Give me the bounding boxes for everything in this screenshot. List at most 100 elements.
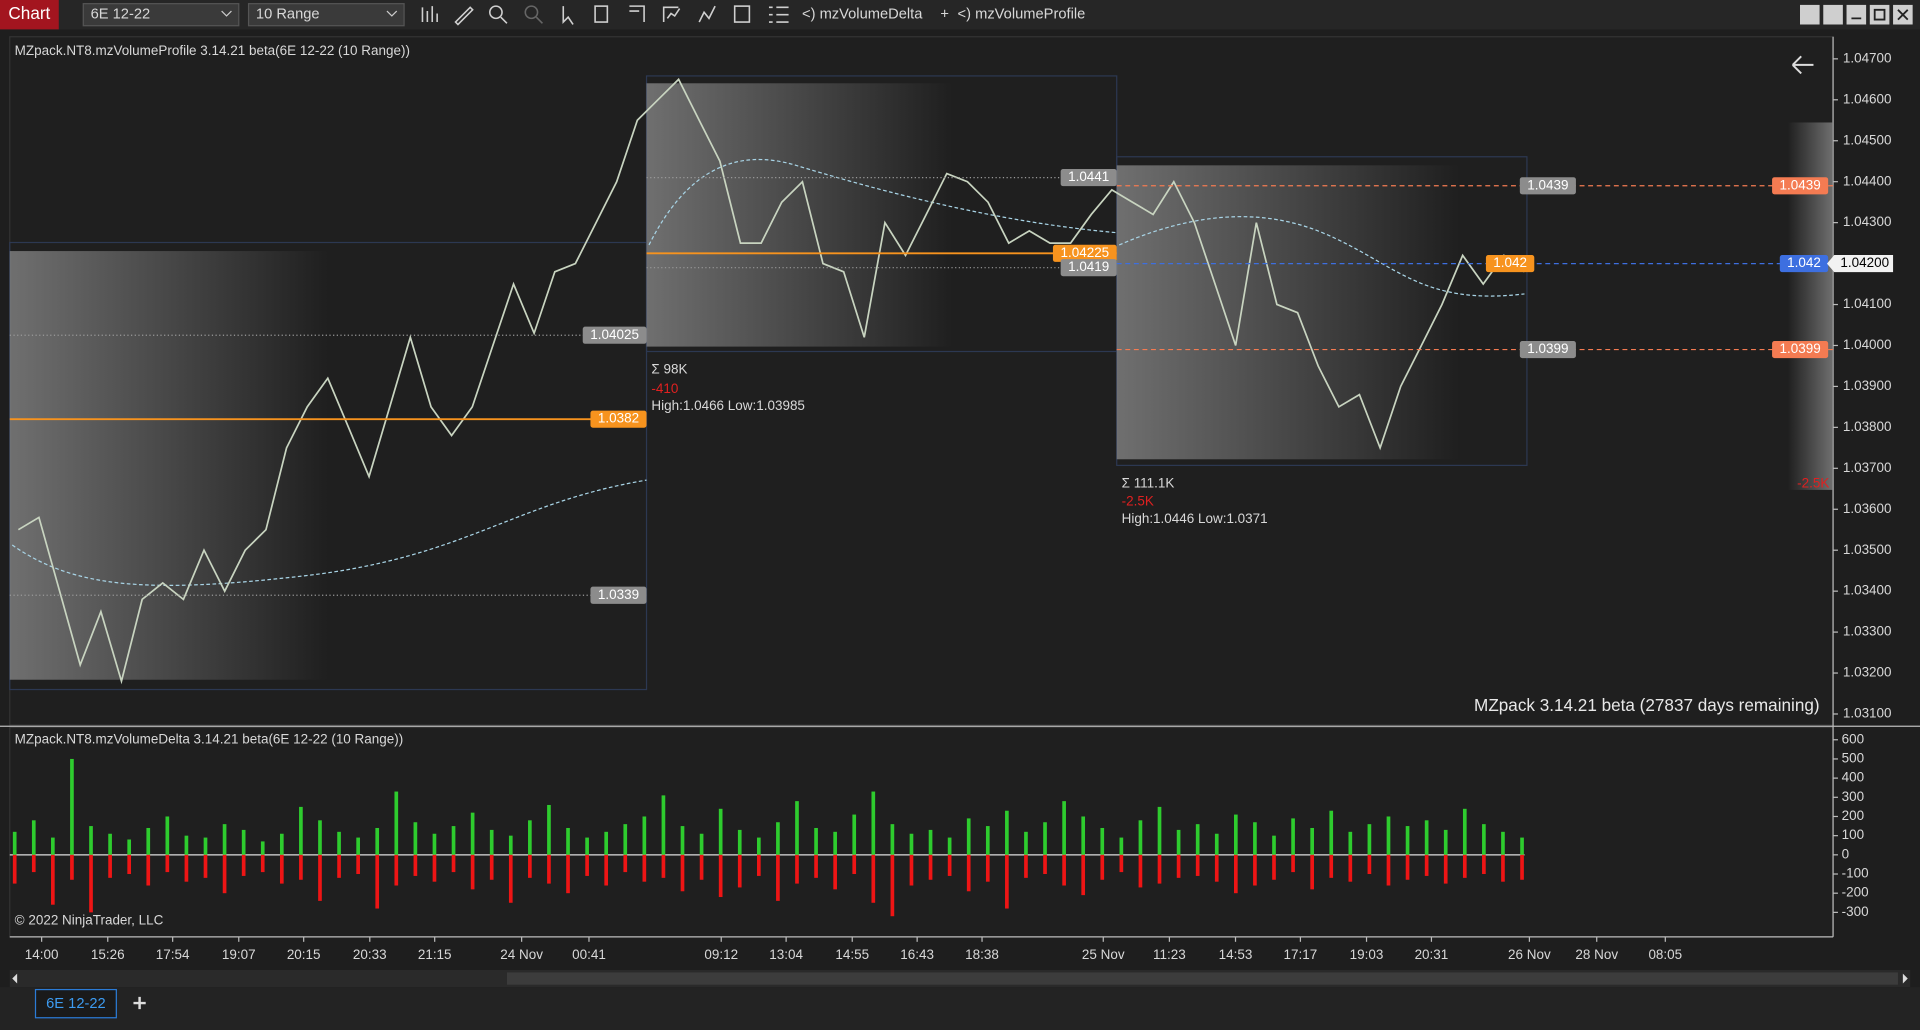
window-button[interactable]	[1823, 4, 1843, 25]
level-label-bg	[1060, 259, 1117, 277]
delta-bar	[1157, 806, 1162, 855]
y-tick-label: 300	[1842, 789, 1864, 804]
y-tick-label: 1.03200	[1843, 665, 1892, 680]
delta-bar	[184, 835, 189, 855]
bartype-select[interactable]	[247, 3, 405, 27]
delta-bar	[661, 795, 666, 855]
indicator-tab[interactable]: <) mzVolumeProfile	[958, 7, 1086, 23]
x-tick-label: 21:15	[418, 947, 452, 962]
delta-bar	[928, 854, 933, 880]
y-tick-label: 1.04000	[1843, 337, 1892, 352]
level-label: 1.0439	[1780, 177, 1821, 192]
right-delta: -2.5K	[1797, 475, 1829, 490]
delta-bar	[432, 833, 437, 855]
button-glyphs	[1851, 8, 1909, 21]
delta-bar	[203, 837, 208, 855]
delta-bar	[1176, 829, 1181, 855]
delta-bar	[1310, 854, 1314, 890]
x-tick-label: 08:05	[1648, 947, 1682, 962]
indicator-add[interactable]: +	[940, 7, 949, 23]
delta-bar	[1100, 827, 1105, 855]
delta-bar	[165, 816, 170, 855]
instrument[interactable]: 6E 12-22	[91, 7, 151, 23]
tab-bar	[0, 987, 1920, 1030]
delta-bar	[1119, 837, 1124, 855]
x-tick-label: 28 Nov	[1575, 947, 1618, 962]
delta-bar	[1462, 808, 1467, 855]
y-tick-label: 1.03100	[1843, 706, 1892, 721]
tab-label[interactable]: 6E 12-22	[46, 996, 106, 1012]
delta-bar	[1233, 814, 1238, 855]
delta-bar	[795, 854, 799, 884]
delta-bar	[241, 829, 246, 855]
minimize-button[interactable]	[1846, 4, 1867, 25]
profile-shade	[646, 83, 953, 347]
level-label: 1.0382	[598, 411, 639, 426]
level-label-bg	[1772, 340, 1829, 359]
delta-bar	[756, 837, 761, 855]
delta-bar	[585, 837, 589, 855]
profile-delta: -410	[651, 381, 678, 396]
delta-bar	[1138, 854, 1143, 888]
add-tab[interactable]	[133, 996, 146, 1010]
delta-bar	[1405, 854, 1410, 880]
y-tick-label: 1.04300	[1843, 214, 1892, 229]
delta-bar	[451, 854, 456, 873]
delta-bar	[871, 854, 876, 903]
delta-bar	[1100, 854, 1105, 880]
delta-bar	[337, 854, 341, 878]
level-label: 1.042	[1787, 255, 1821, 270]
delta-bar	[890, 854, 895, 917]
delta-bar	[852, 814, 857, 855]
profile-sum: Σ 111.1K	[1122, 475, 1175, 490]
x-tick-label: 19:07	[222, 947, 256, 962]
level-label: 1.0399	[1780, 341, 1821, 356]
dropdown-arrow	[386, 10, 398, 17]
dropdown-arrow	[221, 10, 232, 17]
delta-bar	[699, 854, 704, 880]
x-tick-label: 19:03	[1350, 947, 1384, 962]
y-tick-label: -100	[1842, 866, 1869, 881]
x-tick-label: 09:12	[704, 947, 738, 962]
x-tick-label: 14:00	[25, 947, 59, 962]
delta-bar	[871, 791, 876, 855]
y-tick-label: 200	[1842, 808, 1864, 823]
current-price-box	[1826, 255, 1894, 273]
delta-bar	[1462, 854, 1467, 878]
toolbar-icons[interactable]	[421, 5, 789, 26]
bar-type[interactable]: 10 Range	[256, 7, 320, 23]
delta-bar	[909, 833, 914, 855]
delta-bar	[566, 827, 570, 855]
indicator-tab[interactable]: <) mzVolumeDelta	[802, 7, 923, 23]
delta-bar	[1520, 854, 1524, 880]
y-tick-label: 1.04700	[1843, 50, 1892, 65]
x-tick-label: 11:23	[1153, 947, 1186, 962]
level-label: 1.0339	[598, 587, 639, 602]
instrument-select[interactable]	[82, 3, 240, 27]
delta-bar	[508, 854, 513, 903]
delta-bar	[718, 854, 723, 898]
maximize-button[interactable]	[1869, 4, 1890, 25]
delta-bar	[1367, 824, 1372, 855]
scroll-thumb[interactable]	[506, 972, 1898, 985]
y-tick-label: 1.04600	[1843, 91, 1892, 106]
delta-bar	[528, 820, 532, 855]
delta-bar	[413, 854, 418, 876]
delta-bar	[31, 820, 36, 855]
profile-range: High:1.0446 Low:1.0371	[1122, 511, 1268, 526]
delta-bar	[108, 833, 112, 855]
delta-bar	[12, 854, 17, 884]
delta-bar	[1043, 822, 1047, 855]
back-arrow[interactable]	[1791, 55, 1814, 75]
window-buttons[interactable]	[1800, 4, 1913, 25]
delta-bar	[1062, 854, 1066, 886]
delta-bar	[966, 854, 971, 892]
level-label: 1.04225	[1060, 245, 1109, 260]
window-button[interactable]	[1800, 4, 1820, 25]
y-tick-label: 500	[1842, 751, 1864, 766]
delta-bar	[1233, 854, 1238, 894]
delta-bar	[776, 822, 780, 855]
delta-bar	[203, 854, 208, 878]
tab[interactable]	[34, 988, 117, 1019]
delta-bar	[1520, 837, 1524, 855]
